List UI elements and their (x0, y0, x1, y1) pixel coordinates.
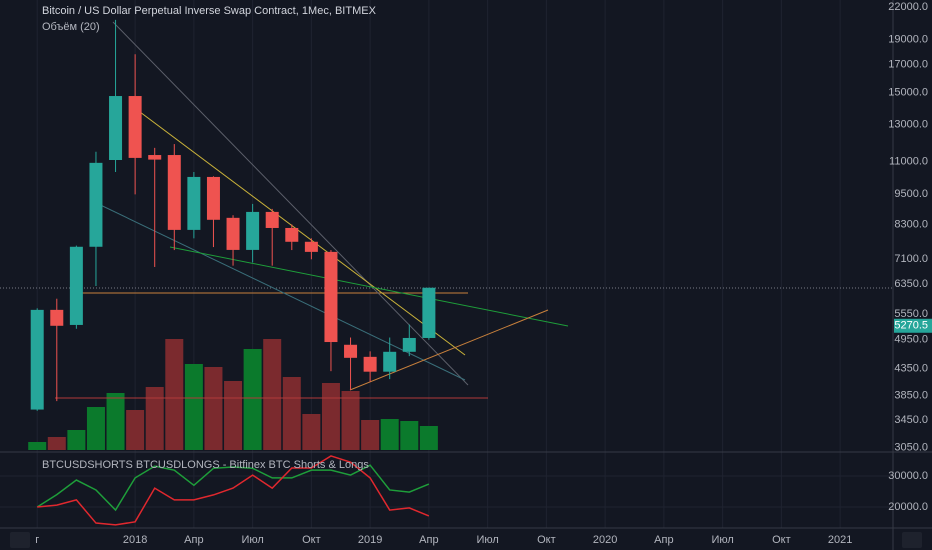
indicator-title: BTCUSDSHORTS BTCUSDLONGS - Bitfinex BTC … (42, 459, 369, 471)
candle-body (344, 344, 358, 358)
y-tick-label: 3850.0 (894, 390, 928, 402)
y-tick-label: 22000.0 (888, 1, 928, 13)
volume-bar (184, 364, 203, 450)
x-tick-label: Окт (302, 534, 321, 546)
y-tick-label: 3050.0 (894, 442, 928, 454)
x-tick-label: 2020 (593, 534, 617, 546)
indicator-line (36, 464, 430, 512)
trend-line (139, 111, 466, 356)
candle-body (285, 227, 299, 242)
candle-body (89, 162, 103, 247)
volume-bar (165, 339, 184, 450)
volume-bar (86, 407, 105, 450)
candle-body (128, 96, 142, 158)
x-tick-label: Апр (419, 534, 438, 546)
candle-body (109, 96, 123, 161)
labels: 22000.0 19000.0 17000.0 15000.0 13000.0 11000… (35, 1, 932, 546)
y-tick-label: 4350.0 (894, 362, 928, 374)
last-price-label: 5270.5 (894, 320, 928, 332)
log-button[interactable] (10, 532, 30, 548)
x-tick-label: 2019 (358, 534, 382, 546)
y-tick-label: 13000.0 (888, 118, 928, 130)
volume-bar (28, 442, 47, 450)
candle-body (265, 211, 279, 228)
y-tick-label: 8300.0 (894, 218, 928, 230)
y-tick-label: 11000.0 (889, 156, 928, 168)
y-tick-label: 3450.0 (894, 414, 928, 426)
volume-bar (67, 430, 86, 450)
volume (28, 339, 438, 450)
x-tick-label: Июл (241, 534, 263, 546)
candle-body (324, 251, 338, 343)
last-price-box (894, 318, 932, 333)
volume-bar (243, 349, 262, 450)
auto-button[interactable] (902, 532, 922, 548)
y-tick-label: 30000.0 (888, 470, 928, 482)
candle-body (304, 241, 318, 252)
x-tick-label: 2018 (123, 534, 147, 546)
y-tick-label: 7100.0 (894, 253, 928, 265)
volume-bar (126, 410, 145, 450)
x-tick-label: Окт (772, 534, 791, 546)
candle-body (383, 351, 397, 372)
x-tick-label: Июл (711, 534, 733, 546)
volume-bar (282, 377, 301, 450)
candle-body (206, 176, 220, 220)
chart-title: Bitcoin / US Dollar Perpetual Inverse Sw… (42, 5, 377, 17)
trend-line (169, 246, 569, 327)
volume-bar (302, 414, 321, 450)
trend-line (349, 309, 549, 391)
x-tick-label: 2021 (828, 534, 852, 546)
volume-bar (361, 420, 380, 450)
volume-bar (419, 426, 438, 450)
candle-body (50, 309, 64, 326)
volume-bar (47, 437, 66, 450)
y-tick-label: 6350.0 (894, 278, 928, 290)
volume-bar (400, 421, 419, 450)
volume-bar (106, 393, 125, 450)
volume-bar (204, 367, 223, 450)
y-tick-label: 9500.0 (894, 188, 928, 200)
y-tick-label: 20000.0 (888, 501, 928, 513)
y-tick-label: 5550.0 (894, 308, 928, 320)
indicator-line (37, 455, 430, 526)
candle-body (246, 211, 260, 250)
x-tick-label: Апр (654, 534, 673, 546)
volume-bar (224, 381, 243, 450)
volume-bar (341, 391, 360, 450)
y-tick-label: 4950.0 (894, 334, 928, 346)
candle-body (69, 246, 83, 325)
candle-body (363, 356, 377, 372)
x-tick-label: г (35, 534, 39, 546)
candle-body (422, 287, 436, 338)
trend-line (112, 21, 469, 386)
y-tick-label: 15000.0 (888, 86, 928, 98)
candles (30, 19, 436, 411)
candle-body (187, 176, 201, 230)
candle-body (402, 337, 416, 352)
drawings (0, 21, 893, 399)
trend-line (89, 199, 466, 381)
x-tick-label: Июл (476, 534, 498, 546)
x-tick-label: Окт (537, 534, 556, 546)
volume-bar (145, 387, 164, 450)
y-tick-label: 19000.0 (888, 34, 928, 46)
candle-body (167, 155, 181, 230)
volume-bar (263, 339, 282, 450)
grid (0, 0, 893, 528)
chart-subtitle: Объём (20) (42, 21, 100, 33)
candle-body (226, 217, 240, 250)
volume-bar (321, 383, 340, 450)
indicator-pane (36, 455, 430, 526)
x-tick-label: Апр (184, 534, 203, 546)
candle-body (148, 155, 162, 160)
y-tick-label: 17000.0 (888, 58, 928, 70)
volume-bar (380, 419, 399, 450)
candle-body (30, 309, 44, 410)
